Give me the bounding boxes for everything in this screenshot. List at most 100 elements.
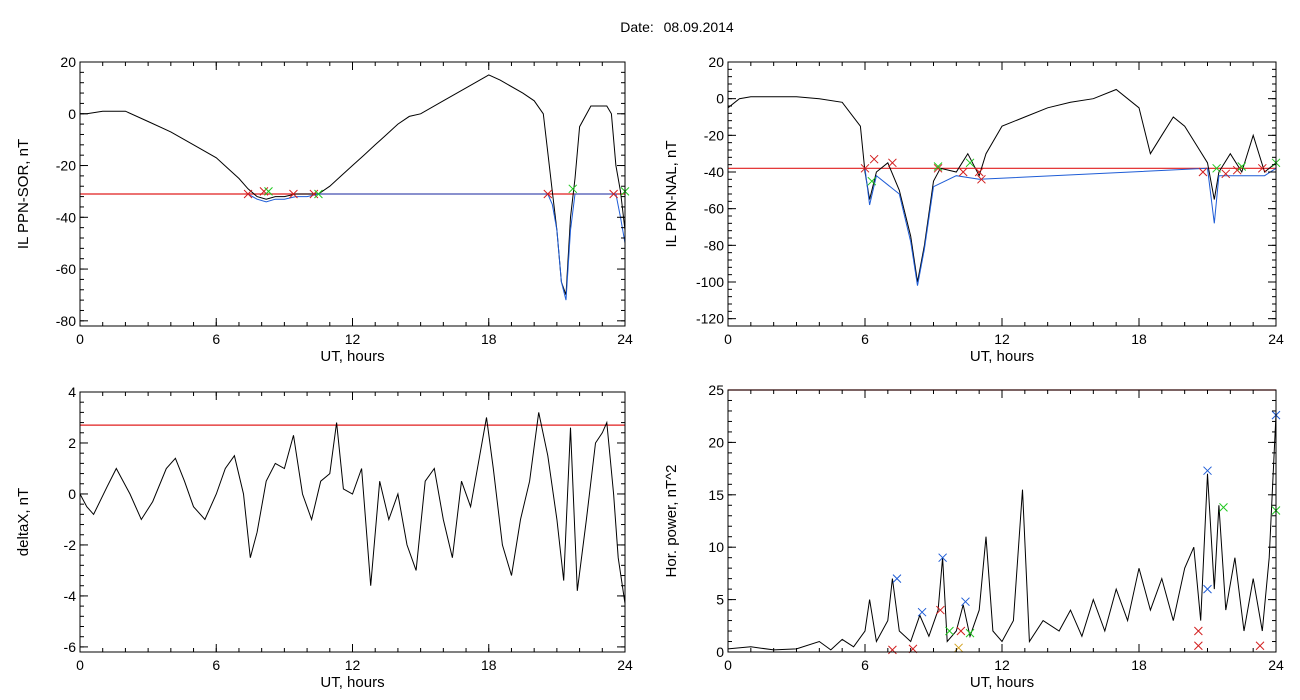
x-tick-label: 12 [994,331,1010,347]
marker [568,184,578,194]
x-tick-label: 18 [481,657,497,673]
x-axis-label: UT, hours [970,348,1034,365]
marker [1194,626,1203,636]
y-tick-label: -120 [696,311,724,327]
marker [1203,584,1212,594]
marker [954,643,963,653]
marker [1212,163,1221,173]
panel-ppn-nal: 0 6 12 18 24 -120 -100 -80 -60 -40 -20 0 20 UT, hours… [663,54,1284,365]
marker [1237,162,1247,171]
marker [974,167,984,177]
y-tick-label: -60 [704,201,724,217]
y-tick-label: 15 [708,487,724,503]
x-tick-label: 6 [212,331,220,347]
x-tick-label: 12 [345,331,361,347]
marker [1219,503,1228,512]
x-tick-label: 24 [1268,331,1284,347]
y-axis-label: deltaX, nT [15,488,32,556]
marker [888,645,897,655]
x-tick-label: 18 [481,331,497,347]
series-line-1 [864,167,1277,286]
marker [933,162,943,171]
y-tick-label: -80 [56,313,76,329]
marker [1257,163,1267,173]
y-axis-label: IL PPN-SOR, nT [15,139,32,249]
marker [860,163,870,173]
x-axis-label: UT, hours [970,674,1034,691]
y-axis-label: IL PPN-NAL, nT [663,141,680,248]
x-tick-label: 0 [76,331,84,347]
marker [958,167,968,177]
plot-frame [79,391,626,653]
y-tick-label: 0 [716,644,724,660]
series-line-0 [80,74,626,296]
marker [1203,466,1212,476]
series-line-0 [79,412,626,604]
y-tick-label: -4 [64,588,77,604]
y-tick-label: -80 [704,237,724,253]
y-axis-label: Hor. power, nT^2 [663,465,680,578]
x-tick-label: 12 [994,657,1010,673]
y-tick-label: -20 [56,158,76,174]
marker [888,158,897,168]
marker [933,163,943,173]
marker [869,154,879,164]
plot-frame [727,61,1277,327]
marker [867,176,877,186]
marker [243,189,253,199]
x-tick-label: 24 [617,657,633,673]
date-value: 08.09.2014 [663,19,734,35]
marker [609,189,618,199]
marker [956,626,966,636]
marker [1198,167,1208,177]
marker [935,605,945,615]
marker [892,574,902,583]
panel-hor-power: 0 6 12 18 24 0 5 10 15 20 25 UT, hours Hor. power, n… [663,382,1284,691]
y-tick-label: 20 [708,434,724,450]
x-tick-label: 24 [1268,657,1284,673]
marker [314,189,323,199]
plot-frame [727,389,1277,653]
marker [977,174,986,184]
marker [264,187,273,196]
y-tick-label: 20 [708,54,724,70]
x-tick-label: 24 [617,331,633,347]
x-axis-label: UT, hours [320,348,384,365]
marker [945,626,954,636]
chart-title: Date: 08.09.2014 [0,19,1300,35]
y-tick-label: 20 [60,54,76,70]
date-label: Date: [620,19,654,35]
series-line-0 [727,414,1277,651]
marker [917,607,927,617]
marker [309,189,319,199]
series-line-0 [727,88,1277,283]
y-tick-label: 0 [68,486,76,502]
x-tick-label: 6 [861,657,869,673]
panel-ppn-sor: 0 6 12 18 24 -80 -60 -40 -20 0 20 UT, hours IL PPN-S… [15,54,633,365]
y-tick-label: 25 [708,382,724,398]
y-tick-label: -6 [64,639,77,655]
y-tick-label: -20 [704,127,724,143]
y-tick-label: 0 [68,106,76,122]
y-tick-label: 0 [716,91,724,107]
marker [938,553,947,563]
x-tick-label: 12 [345,657,361,673]
marker [1255,641,1265,651]
y-tick-label: -2 [64,537,77,553]
x-tick-label: 0 [724,331,732,347]
marker [1232,165,1242,175]
series-line-1 [247,193,626,301]
marker [1194,641,1203,651]
y-tick-label: -100 [696,274,724,290]
y-tick-label: 10 [708,539,724,555]
marker [259,187,269,196]
marker [1221,169,1231,179]
y-tick-label: -40 [56,209,76,225]
marker [289,189,298,199]
marker [965,628,975,638]
y-tick-label: -40 [704,164,724,180]
x-tick-label: 0 [76,657,84,673]
x-axis-label: UT, hours [320,674,384,691]
